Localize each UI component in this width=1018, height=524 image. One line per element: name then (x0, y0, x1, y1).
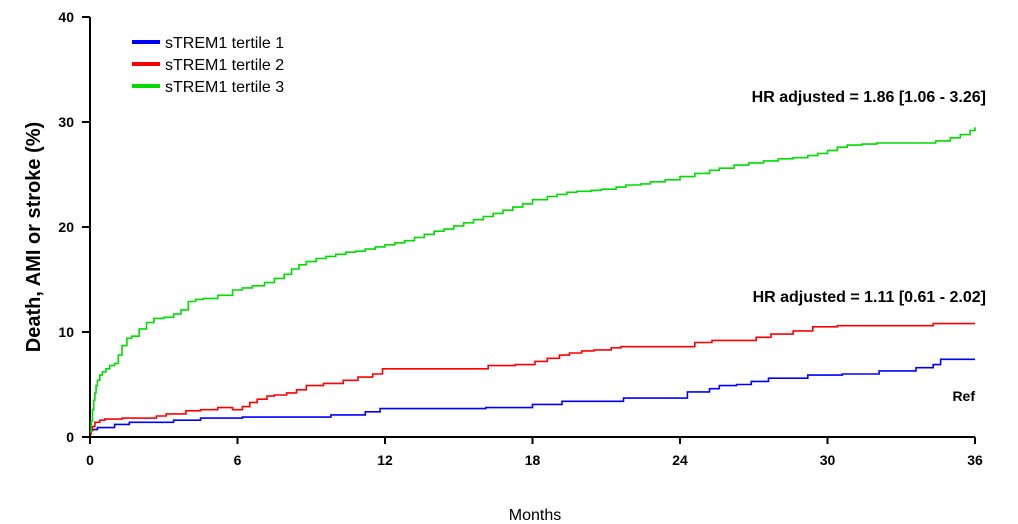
series-layer (90, 127, 976, 435)
legend: sTREM1 tertile 1 sTREM1 tertile 2 sTREM1… (132, 35, 284, 96)
y-tick-label: 10 (58, 324, 74, 340)
x-tick-label: 0 (86, 452, 94, 468)
series-line-tertile-2 (90, 322, 975, 435)
x-ticks: 0 6 12 18 24 30 36 (86, 437, 983, 468)
series-line-tertile-3 (90, 127, 976, 433)
series-line-tertile-1 (90, 358, 975, 433)
y-tick-label: 40 (58, 9, 74, 25)
y-tick-label: 20 (58, 219, 74, 235)
y-axis-title: Death, AMI or stroke (%) (23, 122, 45, 352)
x-axis-title: Months (509, 507, 561, 524)
x-tick-label: 36 (967, 452, 983, 468)
x-tick-label: 30 (820, 452, 836, 468)
ref-annotation: Ref (952, 388, 975, 404)
x-tick-label: 6 (234, 452, 242, 468)
y-tick-label: 30 (58, 114, 74, 130)
y-ticks: 0 10 20 30 40 (58, 9, 90, 445)
x-tick-label: 24 (672, 452, 688, 468)
hr-annotation-tertile-3: HR adjusted = 1.86 [1.06 - 3.26] (752, 89, 986, 106)
legend-label-tertile-3: sTREM1 tertile 3 (165, 79, 284, 96)
x-tick-label: 12 (377, 452, 393, 468)
x-tick-label: 18 (525, 452, 541, 468)
hr-annotation-tertile-2: HR adjusted = 1.11 [0.61 - 2.02] (753, 289, 986, 306)
y-tick-label: 0 (66, 429, 74, 445)
legend-label-tertile-1: sTREM1 tertile 1 (165, 35, 284, 52)
legend-label-tertile-2: sTREM1 tertile 2 (165, 57, 284, 74)
